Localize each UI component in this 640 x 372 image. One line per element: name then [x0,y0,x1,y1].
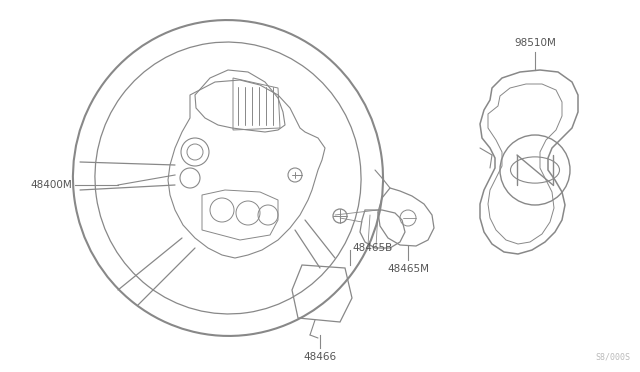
Text: 48465M: 48465M [387,264,429,274]
Text: 48465B: 48465B [352,243,392,253]
Text: 48466: 48466 [303,352,337,362]
Text: 48400M: 48400M [30,180,72,190]
Text: 98510M: 98510M [514,38,556,48]
Text: S8/000S: S8/000S [595,353,630,362]
